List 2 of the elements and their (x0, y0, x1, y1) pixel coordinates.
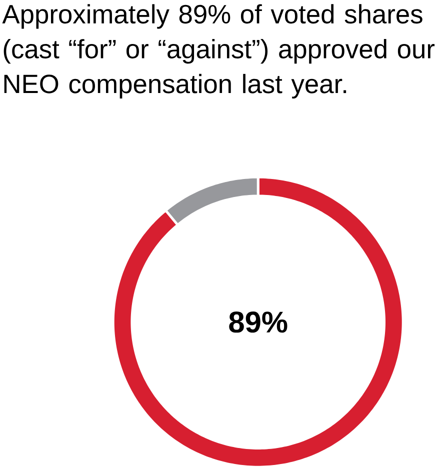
data-label: 89% (229, 312, 288, 333)
chart-title: Approximately 89% of voted shares (cast “for” or “against”) approved our NEO compensation last year. (2, 4, 434, 99)
